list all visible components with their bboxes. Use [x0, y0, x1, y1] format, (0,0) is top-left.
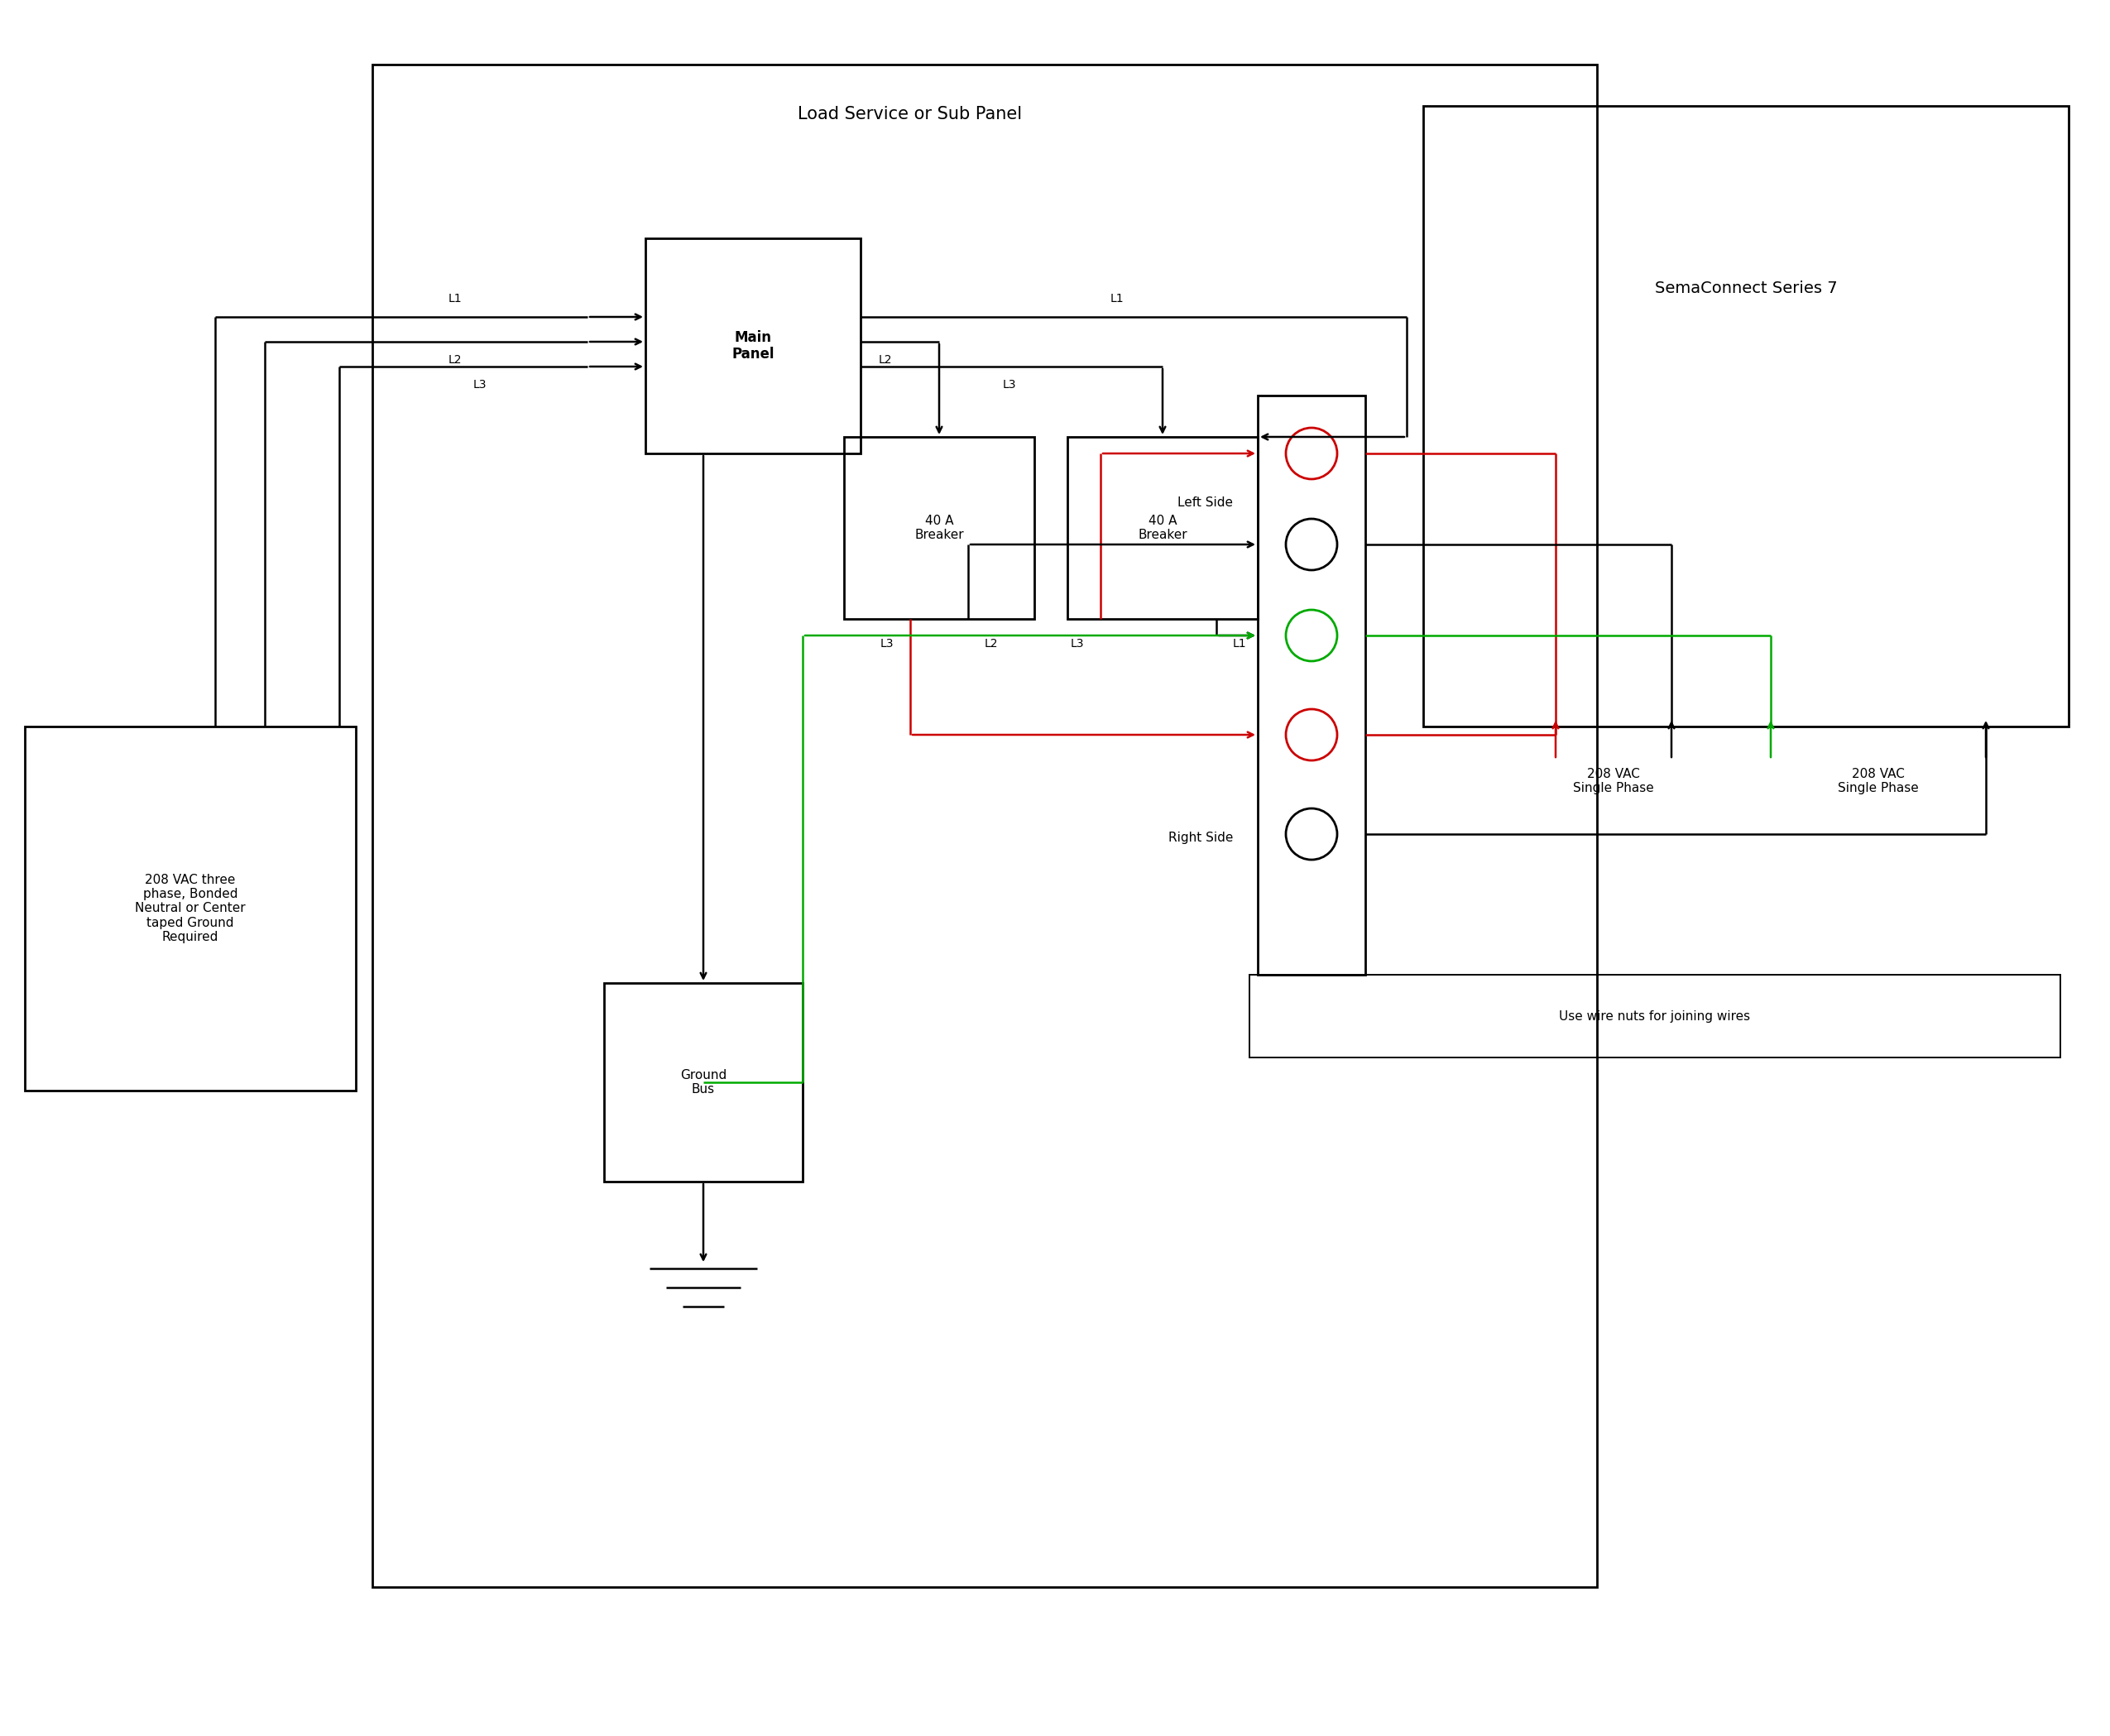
Bar — [646, 238, 861, 453]
Text: 208 VAC
Single Phase: 208 VAC Single Phase — [1838, 767, 1918, 795]
Bar — [371, 64, 1597, 1587]
Text: L3: L3 — [1070, 637, 1085, 649]
Bar — [1249, 974, 2059, 1057]
Text: L2: L2 — [447, 354, 462, 366]
Bar — [603, 983, 802, 1182]
Text: Use wire nuts for joining wires: Use wire nuts for joining wires — [1559, 1010, 1751, 1023]
Text: Main
Panel: Main Panel — [732, 330, 774, 361]
Text: L2: L2 — [985, 637, 998, 649]
Text: 40 A
Breaker: 40 A Breaker — [914, 514, 964, 542]
Bar — [1068, 437, 1258, 620]
Text: 40 A
Breaker: 40 A Breaker — [1137, 514, 1188, 542]
Text: L1: L1 — [1110, 293, 1125, 304]
Text: Left Side: Left Side — [1177, 496, 1232, 509]
Text: Load Service or Sub Panel: Load Service or Sub Panel — [798, 106, 1023, 123]
Text: Ground
Bus: Ground Bus — [679, 1069, 726, 1095]
Text: L1: L1 — [1232, 637, 1247, 649]
Text: 208 VAC three
phase, Bonded
Neutral or Center
taped Ground
Required: 208 VAC three phase, Bonded Neutral or C… — [135, 873, 245, 944]
Text: L2: L2 — [878, 354, 893, 366]
Bar — [1258, 396, 1365, 974]
Bar — [844, 437, 1034, 620]
Bar — [25, 726, 357, 1090]
Text: L1: L1 — [447, 293, 462, 304]
Text: L3: L3 — [1002, 378, 1017, 391]
Text: L3: L3 — [880, 637, 895, 649]
Text: 208 VAC
Single Phase: 208 VAC Single Phase — [1574, 767, 1654, 795]
Text: Right Side: Right Side — [1169, 832, 1232, 844]
Text: SemaConnect Series 7: SemaConnect Series 7 — [1654, 279, 1838, 295]
Text: L3: L3 — [473, 378, 487, 391]
Bar — [1424, 106, 2068, 726]
